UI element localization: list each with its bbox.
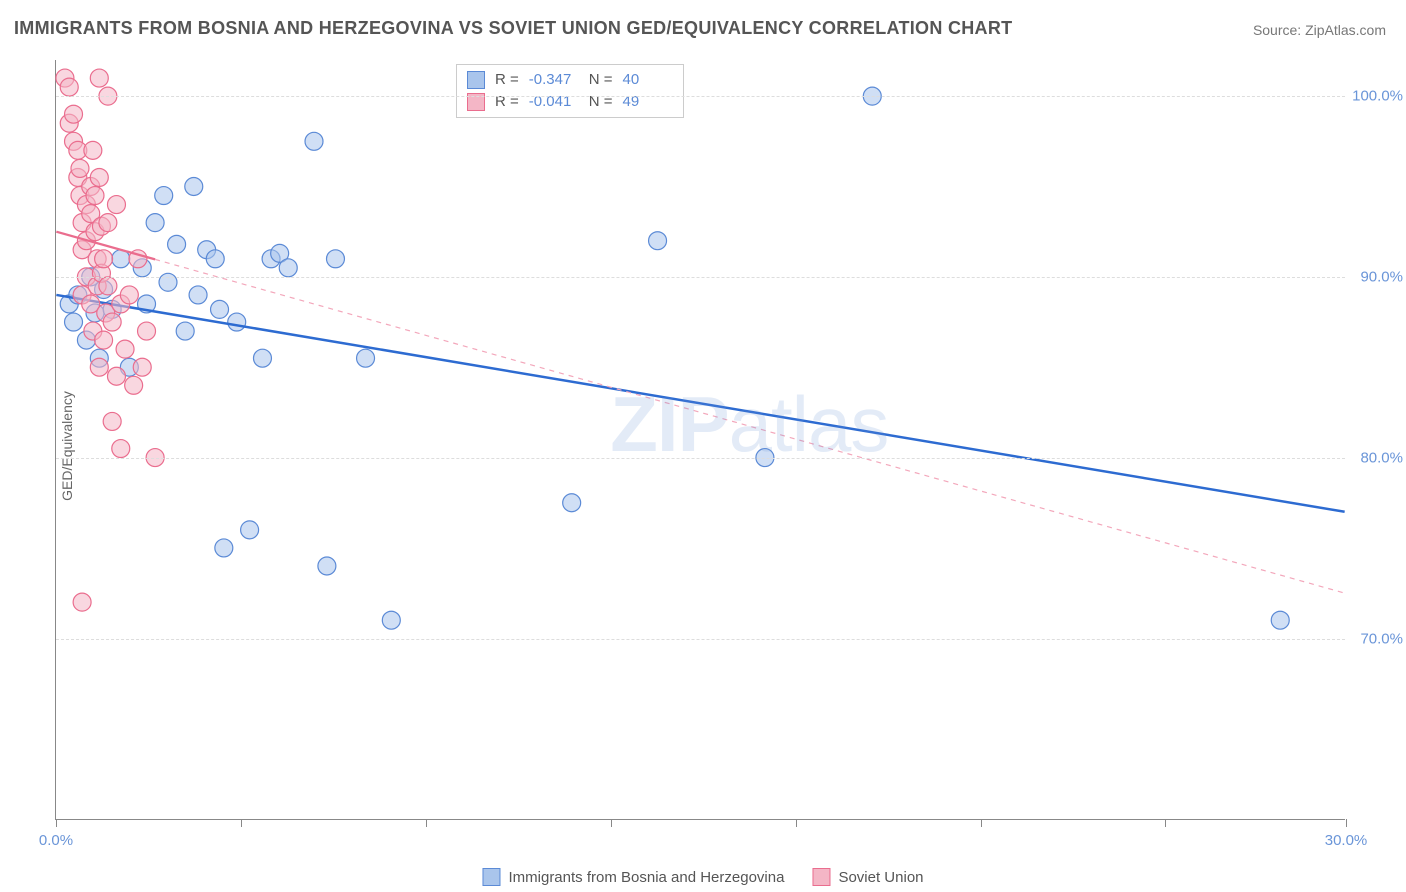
data-point — [95, 250, 113, 268]
data-point — [382, 611, 400, 629]
data-point — [103, 313, 121, 331]
chart-svg — [56, 60, 1345, 819]
data-point — [206, 250, 224, 268]
data-point — [326, 250, 344, 268]
data-point — [146, 214, 164, 232]
chart-plot-area: ZIPatlas R =-0.347N =40R =-0.041N =49 70… — [55, 60, 1345, 820]
data-point — [159, 273, 177, 291]
data-point — [99, 277, 117, 295]
data-point — [107, 196, 125, 214]
x-tick-label: 0.0% — [39, 832, 73, 849]
data-point — [155, 187, 173, 205]
r-value: -0.347 — [529, 69, 579, 91]
legend-swatch — [467, 71, 485, 89]
x-tick — [981, 819, 982, 827]
source-attribution: Source: ZipAtlas.com — [1253, 22, 1386, 38]
data-point — [253, 349, 271, 367]
data-point — [279, 259, 297, 277]
grid-line — [56, 639, 1345, 640]
legend-swatch — [482, 868, 500, 886]
data-point — [563, 494, 581, 512]
data-point — [228, 313, 246, 331]
r-label: R = — [495, 91, 519, 113]
data-point — [60, 78, 78, 96]
r-value: -0.041 — [529, 91, 579, 113]
legend-label: Soviet Union — [838, 869, 923, 886]
x-tick — [1346, 819, 1347, 827]
data-point — [107, 367, 125, 385]
y-tick-label: 100.0% — [1352, 88, 1403, 105]
data-point — [241, 521, 259, 539]
data-point — [90, 358, 108, 376]
data-point — [112, 440, 130, 458]
legend-item: Soviet Union — [812, 868, 923, 886]
data-point — [305, 132, 323, 150]
x-tick — [611, 819, 612, 827]
grid-line — [56, 458, 1345, 459]
data-point — [211, 300, 229, 318]
x-tick — [426, 819, 427, 827]
regression-line-extrapolated — [155, 259, 1345, 593]
n-label: N = — [589, 91, 613, 113]
grid-line — [56, 96, 1345, 97]
n-value: 49 — [623, 91, 673, 113]
data-point — [649, 232, 667, 250]
x-tick — [1165, 819, 1166, 827]
data-point — [176, 322, 194, 340]
x-tick — [56, 819, 57, 827]
n-value: 40 — [623, 69, 673, 91]
x-tick-label: 30.0% — [1325, 832, 1368, 849]
data-point — [95, 331, 113, 349]
correlation-legend: R = -0.347 N = 40 R = -0.041 N = 49 — [456, 64, 684, 118]
data-point — [125, 376, 143, 394]
data-point — [215, 539, 233, 557]
data-point — [168, 235, 186, 253]
data-point — [73, 593, 91, 611]
data-point — [103, 412, 121, 430]
data-point — [99, 214, 117, 232]
x-tick — [796, 819, 797, 827]
data-point — [86, 187, 104, 205]
chart-title: IMMIGRANTS FROM BOSNIA AND HERZEGOVINA V… — [14, 18, 1012, 39]
data-point — [1271, 611, 1289, 629]
series-legend: Immigrants from Bosnia and Herzegovina So… — [482, 868, 923, 886]
y-tick-label: 90.0% — [1360, 269, 1403, 286]
data-point — [357, 349, 375, 367]
grid-line — [56, 277, 1345, 278]
legend-item: Immigrants from Bosnia and Herzegovina — [482, 868, 784, 886]
data-point — [84, 141, 102, 159]
legend-row: R = -0.347 N = 40 — [467, 69, 673, 91]
data-point — [65, 313, 83, 331]
data-point — [90, 168, 108, 186]
data-point — [318, 557, 336, 575]
data-point — [65, 105, 83, 123]
legend-label: Immigrants from Bosnia and Herzegovina — [508, 869, 784, 886]
data-point — [185, 178, 203, 196]
data-point — [116, 340, 134, 358]
data-point — [138, 322, 156, 340]
r-label: R = — [495, 69, 519, 91]
x-tick — [241, 819, 242, 827]
regression-line — [56, 295, 1344, 512]
data-point — [189, 286, 207, 304]
data-point — [71, 159, 89, 177]
data-point — [133, 358, 151, 376]
n-label: N = — [589, 69, 613, 91]
y-tick-label: 80.0% — [1360, 450, 1403, 467]
legend-swatch — [812, 868, 830, 886]
y-tick-label: 70.0% — [1360, 631, 1403, 648]
data-point — [120, 286, 138, 304]
data-point — [90, 69, 108, 87]
legend-row: R = -0.041 N = 49 — [467, 91, 673, 113]
